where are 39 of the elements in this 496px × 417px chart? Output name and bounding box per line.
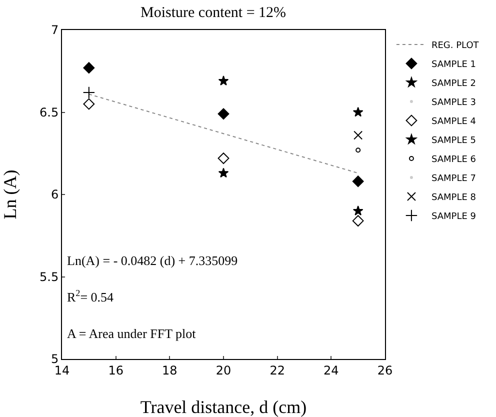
- point: [354, 130, 363, 140]
- chart-title: Moisture content = 12%: [140, 4, 286, 21]
- y-axis-title: Ln (A): [0, 170, 20, 220]
- x-tick-label: 24: [324, 363, 339, 378]
- x-axis-title: Travel distance, d (cm): [140, 397, 307, 417]
- x-tick-label: 26: [377, 363, 393, 378]
- legend-label: SAMPLE 2: [431, 79, 476, 90]
- point: [83, 62, 95, 74]
- x-tick-label: 20: [216, 363, 232, 378]
- point: [352, 176, 364, 188]
- legend-label: SAMPLE 5: [431, 136, 476, 146]
- point: [218, 76, 229, 86]
- x-tick-label: 22: [270, 363, 285, 378]
- point: [352, 106, 364, 117]
- legend-label: SAMPLE 7: [431, 174, 476, 184]
- y-tick-label: 6: [50, 188, 59, 202]
- point: [83, 98, 95, 110]
- annotation: A = Area under FFT plot: [67, 326, 196, 341]
- y-tick-label: 7: [50, 23, 59, 38]
- y-tick-label: 6.5: [40, 105, 59, 120]
- point: [218, 152, 230, 164]
- legend-label: SAMPLE 1: [431, 60, 476, 70]
- x-tick-label: 16: [108, 363, 124, 378]
- y-tick-label: 5.5: [40, 270, 59, 284]
- x-tick-label: 18: [162, 363, 178, 378]
- point: [352, 215, 364, 227]
- point: [82, 86, 96, 99]
- legend-label: SAMPLE 3: [431, 98, 476, 108]
- legend-label: REG. PLOT: [431, 41, 480, 52]
- annotation: R$^{2}$= 0.54: [67, 288, 114, 304]
- point: [352, 206, 364, 216]
- point: [356, 148, 361, 153]
- legend-label: SAMPLE 8: [431, 193, 476, 204]
- point: [218, 108, 230, 120]
- point: [218, 168, 229, 178]
- legend-label: SAMPLE 6: [431, 155, 476, 166]
- legend-label: SAMPLE 9: [431, 212, 476, 222]
- legend-label: SAMPLE 4: [431, 117, 476, 128]
- annotation: Ln(A) = - 0.0482 (d) + 7.335099: [67, 253, 238, 268]
